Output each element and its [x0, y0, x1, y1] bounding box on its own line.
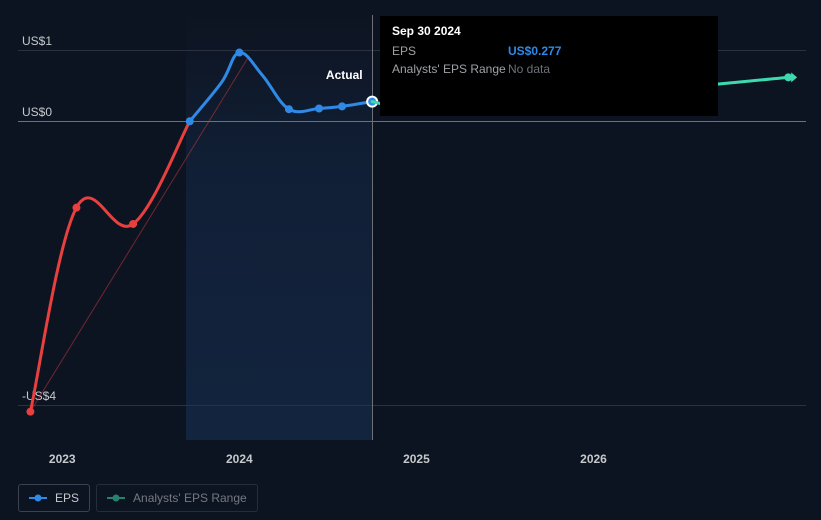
- tooltip-title: Sep 30 2024: [392, 24, 706, 38]
- trend-line: [30, 58, 248, 412]
- eps-negative-marker: [129, 220, 137, 228]
- eps-positive-marker: [285, 105, 293, 113]
- legend-label: EPS: [55, 491, 79, 505]
- tooltip-range-label: Analysts' EPS Range: [392, 60, 508, 78]
- eps-negative-marker: [72, 204, 80, 212]
- legend-swatch-icon: [107, 493, 125, 503]
- x-axis-label: 2024: [226, 452, 253, 466]
- legend-item-eps[interactable]: EPS: [18, 484, 90, 512]
- eps-positive-marker: [315, 105, 323, 113]
- eps-positive-line: [190, 52, 372, 121]
- tooltip-range-value: No data: [508, 60, 561, 78]
- eps-positive-marker: [235, 49, 243, 57]
- eps-negative-marker: [26, 408, 34, 416]
- tooltip-eps-label: EPS: [392, 42, 508, 60]
- x-axis-label: 2026: [580, 452, 607, 466]
- legend-item-range[interactable]: Analysts' EPS Range: [96, 484, 258, 512]
- legend-label: Analysts' EPS Range: [133, 491, 247, 505]
- eps-forecast-marker: [784, 73, 792, 81]
- legend: EPS Analysts' EPS Range: [18, 484, 258, 512]
- eps-chart: US$1US$0-US$4 Actual Analysts Forecasts …: [0, 0, 821, 520]
- legend-swatch-icon: [29, 493, 47, 503]
- tooltip: Sep 30 2024 EPS US$0.277 Analysts' EPS R…: [380, 16, 718, 116]
- x-axis-label: 2025: [403, 452, 430, 466]
- tooltip-eps-value: US$0.277: [508, 42, 561, 60]
- eps-positive-marker: [338, 102, 346, 110]
- eps-forecast-end-cap-icon: [791, 72, 797, 82]
- eps-positive-marker: [186, 117, 194, 125]
- eps-negative-line: [30, 121, 189, 411]
- x-axis-label: 2023: [49, 452, 76, 466]
